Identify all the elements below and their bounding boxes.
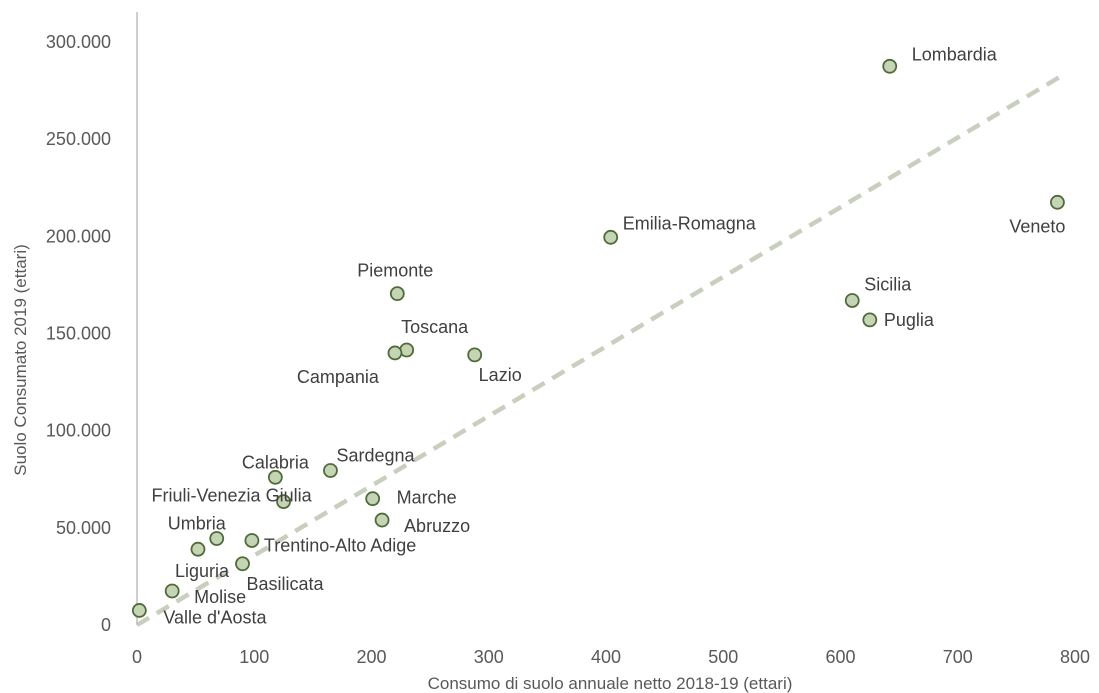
- point-label: Veneto: [1009, 216, 1065, 236]
- x-tick-label: 0: [132, 647, 142, 667]
- data-points: [131, 58, 1065, 618]
- point-label: Liguria: [175, 561, 230, 581]
- y-tick-label: 100.000: [46, 421, 111, 441]
- x-tick-label: 200: [356, 647, 386, 667]
- y-tick-label: 300.000: [46, 32, 111, 52]
- y-axis-ticks: 0 50.000 100.000 150.000 200.000 250.000 300.0…: [46, 32, 111, 635]
- point-label: Basilicata: [247, 574, 325, 594]
- point-label: Calabria: [242, 452, 310, 472]
- point-label: Puglia: [884, 310, 935, 330]
- point-label: Friuli-Venezia Giulia: [152, 486, 313, 506]
- point-label: Valle d'Aosta: [163, 607, 267, 627]
- data-point: [844, 293, 860, 308]
- x-tick-label: 500: [708, 647, 738, 667]
- y-tick-label: 250.000: [46, 129, 111, 149]
- point-label: Lombardia: [912, 44, 998, 64]
- data-point: [862, 312, 878, 328]
- data-point: [131, 603, 147, 618]
- trendline: [135, 75, 1061, 627]
- x-tick-label: 300: [474, 647, 504, 667]
- point-label: Trentino-Alto Adige: [264, 535, 416, 555]
- trendline-layer: [135, 75, 1061, 627]
- point-label: Marche: [397, 488, 457, 508]
- data-point: [374, 512, 390, 528]
- point-label: Piemonte: [357, 261, 433, 281]
- data-point: [190, 541, 206, 557]
- point-label: Sicilia: [864, 274, 912, 294]
- data-point: [387, 345, 403, 361]
- point-label: Campania: [297, 367, 380, 387]
- x-axis-title: Consumo di suolo annuale netto 2018-19 (…: [428, 674, 793, 693]
- point-label: Emilia-Romagna: [623, 213, 757, 233]
- x-tick-label: 700: [943, 647, 973, 667]
- y-tick-label: 0: [101, 615, 111, 635]
- data-point: [603, 229, 619, 245]
- data-point: [1050, 194, 1065, 210]
- point-labels: Lombardia Veneto Emilia-Romagna Sicilia Pugl…: [152, 44, 1066, 627]
- y-tick-label: 200.000: [46, 226, 111, 246]
- point-label: Molise: [194, 587, 246, 607]
- data-point: [467, 347, 483, 363]
- x-tick-label: 600: [825, 647, 855, 667]
- data-point: [244, 533, 260, 548]
- data-point: [882, 58, 898, 74]
- point-label: Toscana: [401, 317, 469, 337]
- x-tick-label: 100: [239, 647, 269, 667]
- data-point: [365, 491, 381, 507]
- x-tick-label: 800: [1060, 647, 1090, 667]
- data-point: [235, 556, 250, 572]
- data-point: [164, 583, 180, 599]
- y-tick-label: 150.000: [46, 324, 111, 344]
- data-point: [323, 463, 338, 478]
- point-label: Umbria: [168, 514, 227, 534]
- x-tick-label: 400: [591, 647, 621, 667]
- data-point: [276, 494, 291, 509]
- point-label: Sardegna: [336, 446, 415, 466]
- point-label: Abruzzo: [404, 516, 470, 536]
- data-point: [389, 286, 405, 302]
- y-axis-title: Suolo Consumato 2019 (ettari): [11, 244, 30, 476]
- data-point: [267, 469, 283, 485]
- y-tick-label: 50.000: [56, 518, 111, 538]
- point-label: Lazio: [479, 365, 522, 385]
- data-point: [209, 531, 225, 546]
- x-axis-ticks: 0 100 200 300 400 500 600 700 800: [132, 647, 1090, 667]
